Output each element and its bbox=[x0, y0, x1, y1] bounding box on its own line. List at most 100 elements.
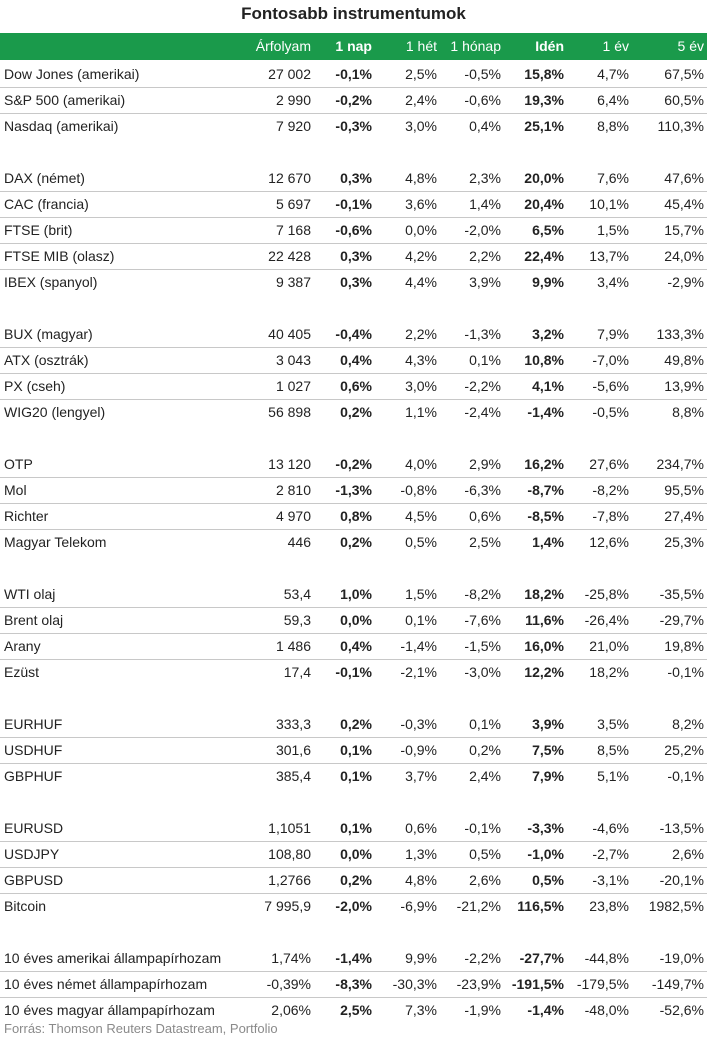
cell-instrument-name: FTSE MIB (olasz) bbox=[4, 248, 115, 264]
cell-1-year: 3,5% bbox=[597, 716, 629, 732]
cell-1-month: 2,5% bbox=[469, 534, 501, 550]
table-row: FTSE MIB (olasz) 22 428 0,3% 4,2% 2,2% 22,4% 1… bbox=[0, 243, 707, 270]
cell-1-day: 0,1% bbox=[340, 742, 372, 758]
cell-price: 12 670 bbox=[268, 170, 311, 186]
cell-1-year: 7,9% bbox=[597, 326, 629, 342]
cell-1-week: -2,1% bbox=[400, 664, 437, 680]
cell-1-year: 10,1% bbox=[589, 196, 629, 212]
cell-1-week: 4,2% bbox=[405, 248, 437, 264]
cell-instrument-name: EURUSD bbox=[4, 820, 64, 836]
cell-1-day: 0,4% bbox=[340, 352, 372, 368]
cell-5-year: -52,6% bbox=[659, 1002, 704, 1018]
cell-instrument-name: ATX (osztrák) bbox=[4, 352, 89, 368]
table-row: Bitcoin 7 995,9 -2,0% -6,9% -21,2% 116,5% 23,8… bbox=[0, 893, 707, 919]
cell-5-year: 24,0% bbox=[664, 248, 704, 264]
cell-price: 1 486 bbox=[275, 638, 311, 654]
table-row: 10 éves német állampapírhozam -0,39% -8,3%… bbox=[0, 971, 707, 998]
cell-1-year: -26,4% bbox=[584, 612, 629, 628]
cell-1-week: 1,1% bbox=[405, 404, 437, 420]
cell-1-day: -0,1% bbox=[335, 66, 372, 82]
cell-5-year: 25,2% bbox=[664, 742, 704, 758]
table-row: GBPUSD 1,2766 0,2% 4,8% 2,6% 0,5% -3,1% -20,1% bbox=[0, 867, 707, 894]
cell-1-year: -2,7% bbox=[592, 846, 629, 862]
cell-5-year: 234,7% bbox=[656, 456, 704, 472]
cell-1-year: -7,8% bbox=[592, 508, 629, 524]
cell-price: 333,3 bbox=[275, 716, 311, 732]
cell-price: 108,80 bbox=[268, 846, 311, 862]
cell-1-day: 2,5% bbox=[340, 1002, 372, 1018]
cell-instrument-name: WTI olaj bbox=[4, 586, 56, 602]
cell-price: 9 387 bbox=[275, 274, 311, 290]
cell-5-year: 8,2% bbox=[672, 716, 704, 732]
cell-1-week: 3,0% bbox=[405, 118, 437, 134]
cell-5-year: 49,8% bbox=[664, 352, 704, 368]
table-row: FTSE (brit) 7 168 -0,6% 0,0% -2,0% 6,5% 1,5% 15… bbox=[0, 217, 707, 244]
cell-instrument-name: BUX (magyar) bbox=[4, 326, 93, 342]
cell-1-day: 0,2% bbox=[340, 534, 372, 550]
cell-5-year: -35,5% bbox=[659, 586, 704, 602]
cell-instrument-name: S&P 500 (amerikai) bbox=[4, 92, 126, 108]
cell-1-day: -2,0% bbox=[335, 898, 372, 914]
cell-instrument-name: GBPHUF bbox=[4, 768, 63, 784]
cell-ytd: 3,9% bbox=[532, 716, 564, 732]
cell-5-year: 19,8% bbox=[664, 638, 704, 654]
cell-5-year: 110,3% bbox=[657, 118, 704, 134]
cell-1-day: -0,3% bbox=[335, 118, 372, 134]
cell-ytd: 7,5% bbox=[532, 742, 564, 758]
cell-price: 5 697 bbox=[275, 196, 311, 212]
cell-instrument-name: Magyar Telekom bbox=[4, 534, 107, 550]
cell-1-day: -0,6% bbox=[335, 222, 372, 238]
table-row: WTI olaj 53,4 1,0% 1,5% -8,2% 18,2% -25,8% -35,… bbox=[0, 581, 707, 608]
cell-5-year: -2,9% bbox=[667, 274, 704, 290]
cell-1-year: -179,5% bbox=[576, 976, 629, 992]
cell-1-day: -1,4% bbox=[335, 950, 372, 966]
cell-1-day: 0,8% bbox=[340, 508, 372, 524]
cell-ytd: -27,7% bbox=[519, 950, 564, 966]
table-row: OTP 13 120 -0,2% 4,0% 2,9% 16,2% 27,6% 234,7% bbox=[0, 451, 707, 478]
cell-1-day: 0,0% bbox=[340, 846, 372, 862]
cell-5-year: -19,0% bbox=[659, 950, 704, 966]
cell-1-week: 1,5% bbox=[405, 586, 437, 602]
cell-instrument-name: USDHUF bbox=[4, 742, 63, 758]
cell-price: 53,4 bbox=[283, 586, 311, 602]
cell-instrument-name: PX (cseh) bbox=[4, 378, 66, 394]
cell-instrument-name: Ezüst bbox=[4, 664, 40, 680]
cell-1-day: 1,0% bbox=[340, 586, 372, 602]
cell-1-month: -8,2% bbox=[464, 586, 501, 602]
cell-1-week: 3,7% bbox=[405, 768, 437, 784]
cell-1-month: -2,2% bbox=[464, 378, 501, 394]
cell-1-month: 0,2% bbox=[469, 742, 501, 758]
cell-1-day: 0,2% bbox=[340, 872, 372, 888]
cell-1-month: 0,5% bbox=[469, 846, 501, 862]
cell-instrument-name: Bitcoin bbox=[4, 898, 47, 914]
cell-1-year: -7,0% bbox=[592, 352, 629, 368]
cell-1-month: -0,1% bbox=[464, 820, 501, 836]
cell-1-year: -8,2% bbox=[592, 482, 629, 498]
cell-1-week: 4,0% bbox=[405, 456, 437, 472]
cell-1-day: 0,2% bbox=[340, 716, 372, 732]
cell-price: 2 990 bbox=[275, 92, 311, 108]
header-1-day: 1 nap bbox=[335, 38, 372, 54]
header-price: Árfolyam bbox=[255, 38, 311, 54]
cell-5-year: 67,5% bbox=[664, 66, 704, 82]
cell-1-year: 8,5% bbox=[597, 742, 629, 758]
cell-1-month: 2,4% bbox=[469, 768, 501, 784]
cell-5-year: 25,3% bbox=[664, 534, 704, 550]
cell-instrument-name: Arany bbox=[4, 638, 41, 654]
cell-price: 385,4 bbox=[275, 768, 311, 784]
cell-1-month: -3,0% bbox=[464, 664, 501, 680]
table-row: WIG20 (lengyel) 56 898 0,2% 1,1% -2,4% -1,4% -… bbox=[0, 399, 707, 425]
cell-5-year: -13,5% bbox=[659, 820, 704, 836]
cell-ytd: 20,0% bbox=[524, 170, 564, 186]
cell-1-month: 0,6% bbox=[469, 508, 501, 524]
cell-1-week: 1,3% bbox=[405, 846, 437, 862]
table-row: 10 éves magyar állampapírhozam 2,06% 2,5% 7… bbox=[0, 997, 707, 1023]
cell-1-year: 27,6% bbox=[589, 456, 629, 472]
cell-5-year: 47,6% bbox=[664, 170, 704, 186]
cell-1-week: -30,3% bbox=[392, 976, 437, 992]
cell-ytd: 4,1% bbox=[532, 378, 564, 394]
cell-price: 2 810 bbox=[275, 482, 311, 498]
table-row: CAC (francia) 5 697 -0,1% 3,6% 1,4% 20,4% 10,1… bbox=[0, 191, 707, 218]
cell-ytd: -3,3% bbox=[527, 820, 564, 836]
cell-instrument-name: EURHUF bbox=[4, 716, 63, 732]
